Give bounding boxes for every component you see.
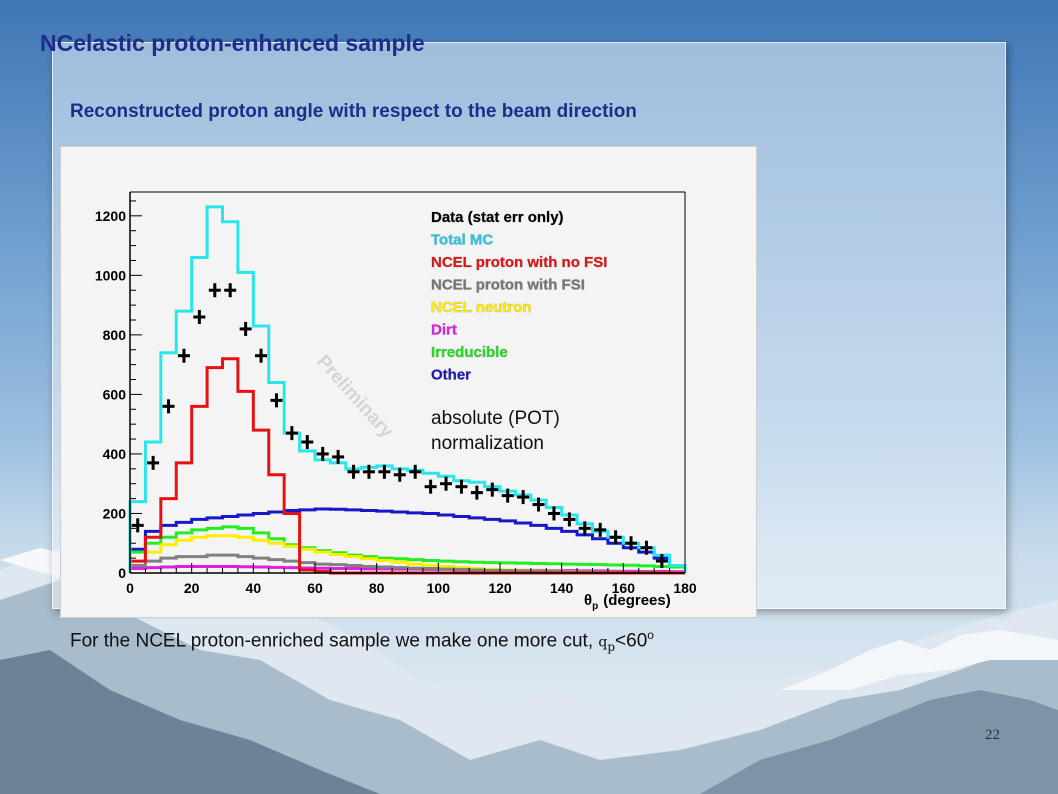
y-tick-label: 200: [103, 505, 127, 521]
data-point: [270, 393, 283, 408]
data-point: [625, 536, 638, 551]
legend-entry-dirt: Dirt: [431, 322, 457, 339]
data-point: [455, 479, 468, 494]
series-line-ncel-proton-with-no-fsi: [128, 357, 685, 575]
series-line-total-mc: [128, 205, 687, 573]
axes-layer: 0 20 40 60 80 100 120 140 160 180 0 200 400 600 800 100…: [95, 191, 697, 596]
cut-note-symbol: q: [598, 634, 608, 651]
slide-title: NCelastic proton-enhanced sample: [40, 30, 425, 56]
data-point: [147, 455, 160, 470]
legend-entry-ncel-neutron: NCEL neutron: [431, 299, 532, 316]
data-point: [532, 497, 545, 512]
legend-entry-irreducible: Irreducible: [431, 344, 508, 361]
x-tick-label: 180: [673, 580, 697, 596]
x-tick-label: 0: [126, 580, 134, 596]
x-tick-label: 40: [246, 580, 262, 596]
x-axis-unit: (degrees): [603, 592, 671, 609]
chart-legend: Data (stat err only) Total MC NCEL proton …: [431, 209, 608, 384]
x-tick-label: 60: [307, 580, 323, 596]
data-point: [424, 479, 437, 494]
x-axis-label: θp (degrees): [584, 592, 671, 612]
legend-entry-other: Other: [431, 367, 471, 384]
data-point: [301, 435, 314, 450]
y-tick-label: 800: [103, 327, 127, 343]
data-point: [547, 506, 560, 521]
data-point: [362, 464, 375, 479]
legend-entry-ncel-proton-with-no-fsi: NCEL proton with no FSI: [431, 254, 607, 271]
data-point: [393, 467, 406, 482]
data-point: [609, 530, 622, 545]
x-tick-label: 20: [184, 580, 200, 596]
cut-note: For the NCEL proton-enriched sample we m…: [70, 628, 654, 654]
data-point: [239, 321, 252, 336]
y-tick-label: 600: [103, 386, 127, 402]
data-point: [285, 426, 298, 441]
x-tick-label: 120: [488, 580, 512, 596]
normalization-note-line-2: normalization: [431, 433, 544, 454]
data-point: [193, 310, 206, 325]
data-point: [563, 512, 576, 527]
slide-subtitle: Reconstructed proton angle with respect …: [70, 101, 637, 122]
data-point: [131, 518, 144, 533]
data-point: [640, 540, 653, 555]
data-point: [440, 476, 453, 491]
data-point: [208, 283, 221, 298]
legend-entry-total-mc: Total MC: [431, 232, 493, 249]
legend-entry-data-stat-err-only-: Data (stat err only): [431, 209, 564, 226]
data-point: [578, 521, 591, 536]
series-line-other: [128, 507, 687, 573]
data-point: [470, 485, 483, 500]
cut-note-superscript: o: [647, 628, 654, 642]
data-point: [332, 449, 345, 464]
cut-note-text: For the NCEL proton-enriched sample we m…: [70, 630, 599, 652]
data-point: [378, 464, 391, 479]
data-point: [409, 464, 422, 479]
x-tick-label: 80: [369, 580, 385, 596]
x-tick-label: 140: [550, 580, 574, 596]
plot-frame: 0 20 40 60 80 100 120 140 160 180 0 200 400 600 800 100…: [60, 146, 757, 618]
page-number: 22: [985, 727, 1000, 743]
x-axis-symbol: θ: [584, 592, 592, 609]
x-axis-subscript: p: [592, 601, 598, 612]
legend-entry-ncel-proton-with-fsi: NCEL proton with FSI: [431, 277, 585, 294]
y-tick-label: 1200: [95, 208, 126, 224]
data-point: [347, 464, 360, 479]
data-point: [594, 522, 607, 537]
data-point: [316, 446, 329, 461]
data-point: [224, 283, 237, 298]
series-line-irreducible: [128, 525, 687, 573]
x-tick-label: 100: [427, 580, 451, 596]
data-point: [501, 488, 514, 503]
y-tick-label: 1000: [95, 267, 126, 283]
x-tick-label: 160: [612, 580, 636, 596]
preliminary-watermark: Preliminary: [312, 351, 397, 442]
data-point: [517, 490, 530, 505]
data-point: [255, 348, 268, 363]
cut-note-subscript: p: [607, 640, 616, 655]
data-point: [162, 399, 175, 414]
data-point: [177, 348, 190, 363]
data-point: [655, 554, 668, 569]
cut-note-value: <60: [615, 630, 648, 652]
normalization-note-line-1: absolute (POT): [431, 408, 560, 429]
y-tick-label: 400: [103, 446, 127, 462]
data-point: [486, 482, 499, 497]
y-tick-label: 0: [118, 565, 126, 581]
histogram-chart: 0 20 40 60 80 100 120 140 160 180 0 200 400 600 800 100…: [95, 191, 697, 612]
